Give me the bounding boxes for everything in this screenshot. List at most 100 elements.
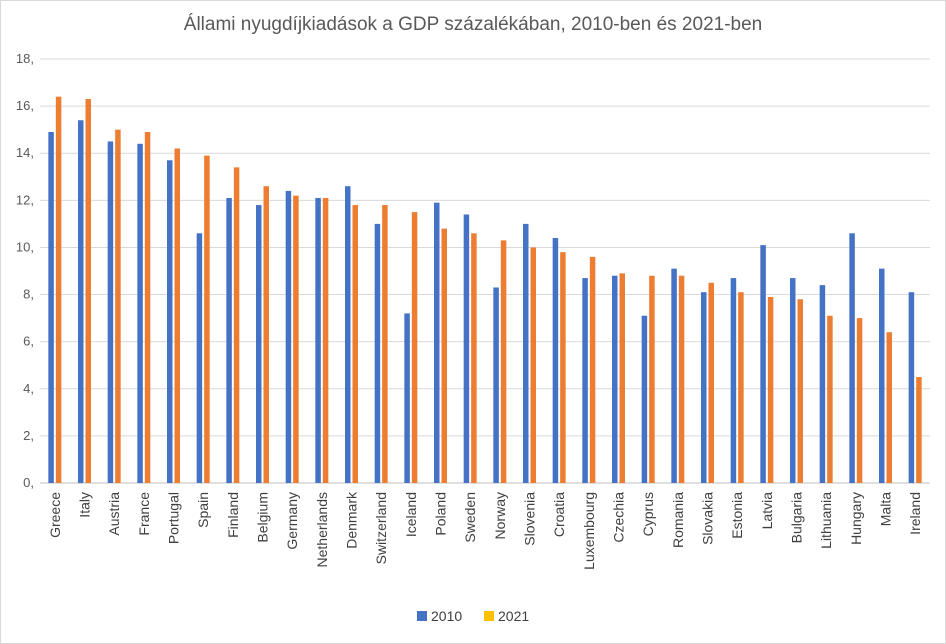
bar-2021-germany (293, 195, 299, 483)
legend-swatch-2021 (484, 611, 494, 621)
x-category-label: Denmark (344, 491, 360, 549)
bar-2021-malta (886, 332, 892, 483)
x-category-label: Hungary (848, 492, 864, 545)
x-category-label: Portugal (166, 492, 182, 544)
bar-2010-romania (671, 268, 677, 483)
x-category-label: Finland (225, 492, 241, 538)
bar-2010-france (137, 143, 143, 484)
bar-2021-hungary (856, 318, 863, 483)
bar-2010-austria (107, 141, 114, 483)
bar-2010-spain (196, 233, 203, 483)
bar-2021-latvia (767, 296, 774, 483)
x-category-label: Luxembourg (581, 492, 597, 570)
y-tick-label: 16, (16, 98, 34, 113)
bar-2010-luxembourg (582, 278, 588, 483)
bar-2010-finland (226, 197, 232, 483)
bar-2010-norway (493, 287, 499, 483)
legend-label-2010: 2010 (431, 608, 462, 624)
bar-2021-ireland (916, 377, 922, 483)
bar-2010-bulgaria (790, 278, 796, 483)
x-category-label: Greece (47, 492, 63, 538)
legend-swatch-2010 (417, 611, 427, 621)
bar-2010-belgium (256, 205, 262, 484)
bar-2010-lithuania (819, 285, 826, 483)
x-category-label: Germany (284, 492, 300, 550)
bar-2010-latvia (760, 245, 766, 483)
bar-2021-finland (233, 167, 240, 483)
x-category-label: Italy (77, 492, 93, 518)
bar-2010-sweden (463, 214, 470, 483)
x-category-label: Sweden (462, 492, 478, 543)
x-category-label: Slovakia (700, 492, 716, 545)
bar-2010-ireland (908, 292, 915, 483)
bar-2021-czechia (619, 273, 625, 483)
y-tick-label: 14, (16, 145, 34, 160)
chart-title: Állami nyugdíjkiadások a GDP százalékába… (183, 14, 763, 35)
bar-2021-romania (678, 275, 685, 483)
y-tick-label: 4, (23, 381, 34, 396)
x-category-label: Lithuania (818, 492, 834, 549)
bar-2010-czechia (612, 275, 618, 483)
bar-2010-slovakia (701, 292, 707, 483)
bar-2021-spain (204, 155, 210, 484)
bar-2010-portugal (167, 160, 173, 484)
bar-2010-estonia (730, 278, 737, 483)
bar-2021-netherlands (322, 197, 329, 483)
y-axis-tick-labels: 0, 2, 4, 6, 8, 10, 12, 14, 16, 18, (16, 51, 34, 490)
x-category-label: Spain (195, 492, 211, 528)
x-category-label: Croatia (551, 492, 567, 537)
bar-2021-bulgaria (797, 299, 803, 483)
y-tick-label: 2, (23, 428, 34, 443)
bar-2021-denmark (352, 205, 358, 484)
bars (48, 96, 922, 484)
bar-2021-switzerland (382, 205, 388, 484)
bar-2021-luxembourg (589, 256, 596, 483)
bar-2021-norway (500, 240, 507, 483)
bar-2010-slovenia (523, 223, 529, 483)
legend: 2010 2021 (417, 608, 529, 624)
bar-2021-cyprus (649, 275, 655, 483)
x-category-label: Belgium (255, 492, 271, 543)
x-category-label: Iceland (403, 492, 419, 537)
x-category-label: Cyprus (640, 492, 656, 536)
x-category-label: Netherlands (314, 492, 330, 568)
bar-2010-switzerland (374, 223, 381, 483)
x-category-label: Austria (106, 492, 122, 536)
bar-2021-iceland (411, 212, 418, 483)
bar-2021-croatia (560, 252, 566, 483)
bar-2021-lithuania (827, 315, 833, 483)
x-category-label: Slovenia (522, 492, 538, 546)
bar-2021-greece (55, 96, 62, 483)
bar-2010-hungary (849, 233, 855, 483)
y-tick-label: 6, (23, 334, 34, 349)
x-category-label: Czechia (611, 492, 627, 543)
y-tick-label: 18, (16, 51, 34, 66)
bar-2021-poland (441, 228, 447, 483)
bar-2010-malta (879, 268, 885, 483)
x-category-label: Malta (878, 492, 894, 526)
x-category-label: France (136, 492, 152, 536)
bar-2021-belgium (263, 186, 269, 483)
legend-label-2021: 2021 (498, 608, 529, 624)
x-category-label: Switzerland (373, 492, 389, 564)
y-tick-label: 0, (23, 475, 34, 490)
x-category-label: Bulgaria (789, 492, 805, 544)
bar-2021-france (144, 132, 151, 483)
bar-2010-iceland (404, 313, 410, 483)
bar-2021-slovakia (708, 282, 714, 483)
bar-2021-italy (85, 99, 91, 484)
bar-2010-germany (285, 190, 292, 483)
x-category-label: Romania (670, 492, 686, 548)
bar-2021-slovenia (530, 247, 536, 483)
x-category-label: Estonia (729, 492, 745, 539)
bar-2010-poland (434, 202, 440, 483)
x-category-label: Norway (492, 492, 508, 539)
bar-2010-greece (48, 132, 54, 483)
bar-2010-netherlands (315, 197, 321, 483)
x-category-label: Poland (433, 492, 449, 536)
x-category-label: Ireland (907, 492, 923, 535)
bar-2010-croatia (552, 238, 559, 483)
bar-2021-sweden (471, 233, 477, 483)
bar-2021-austria (115, 129, 121, 483)
